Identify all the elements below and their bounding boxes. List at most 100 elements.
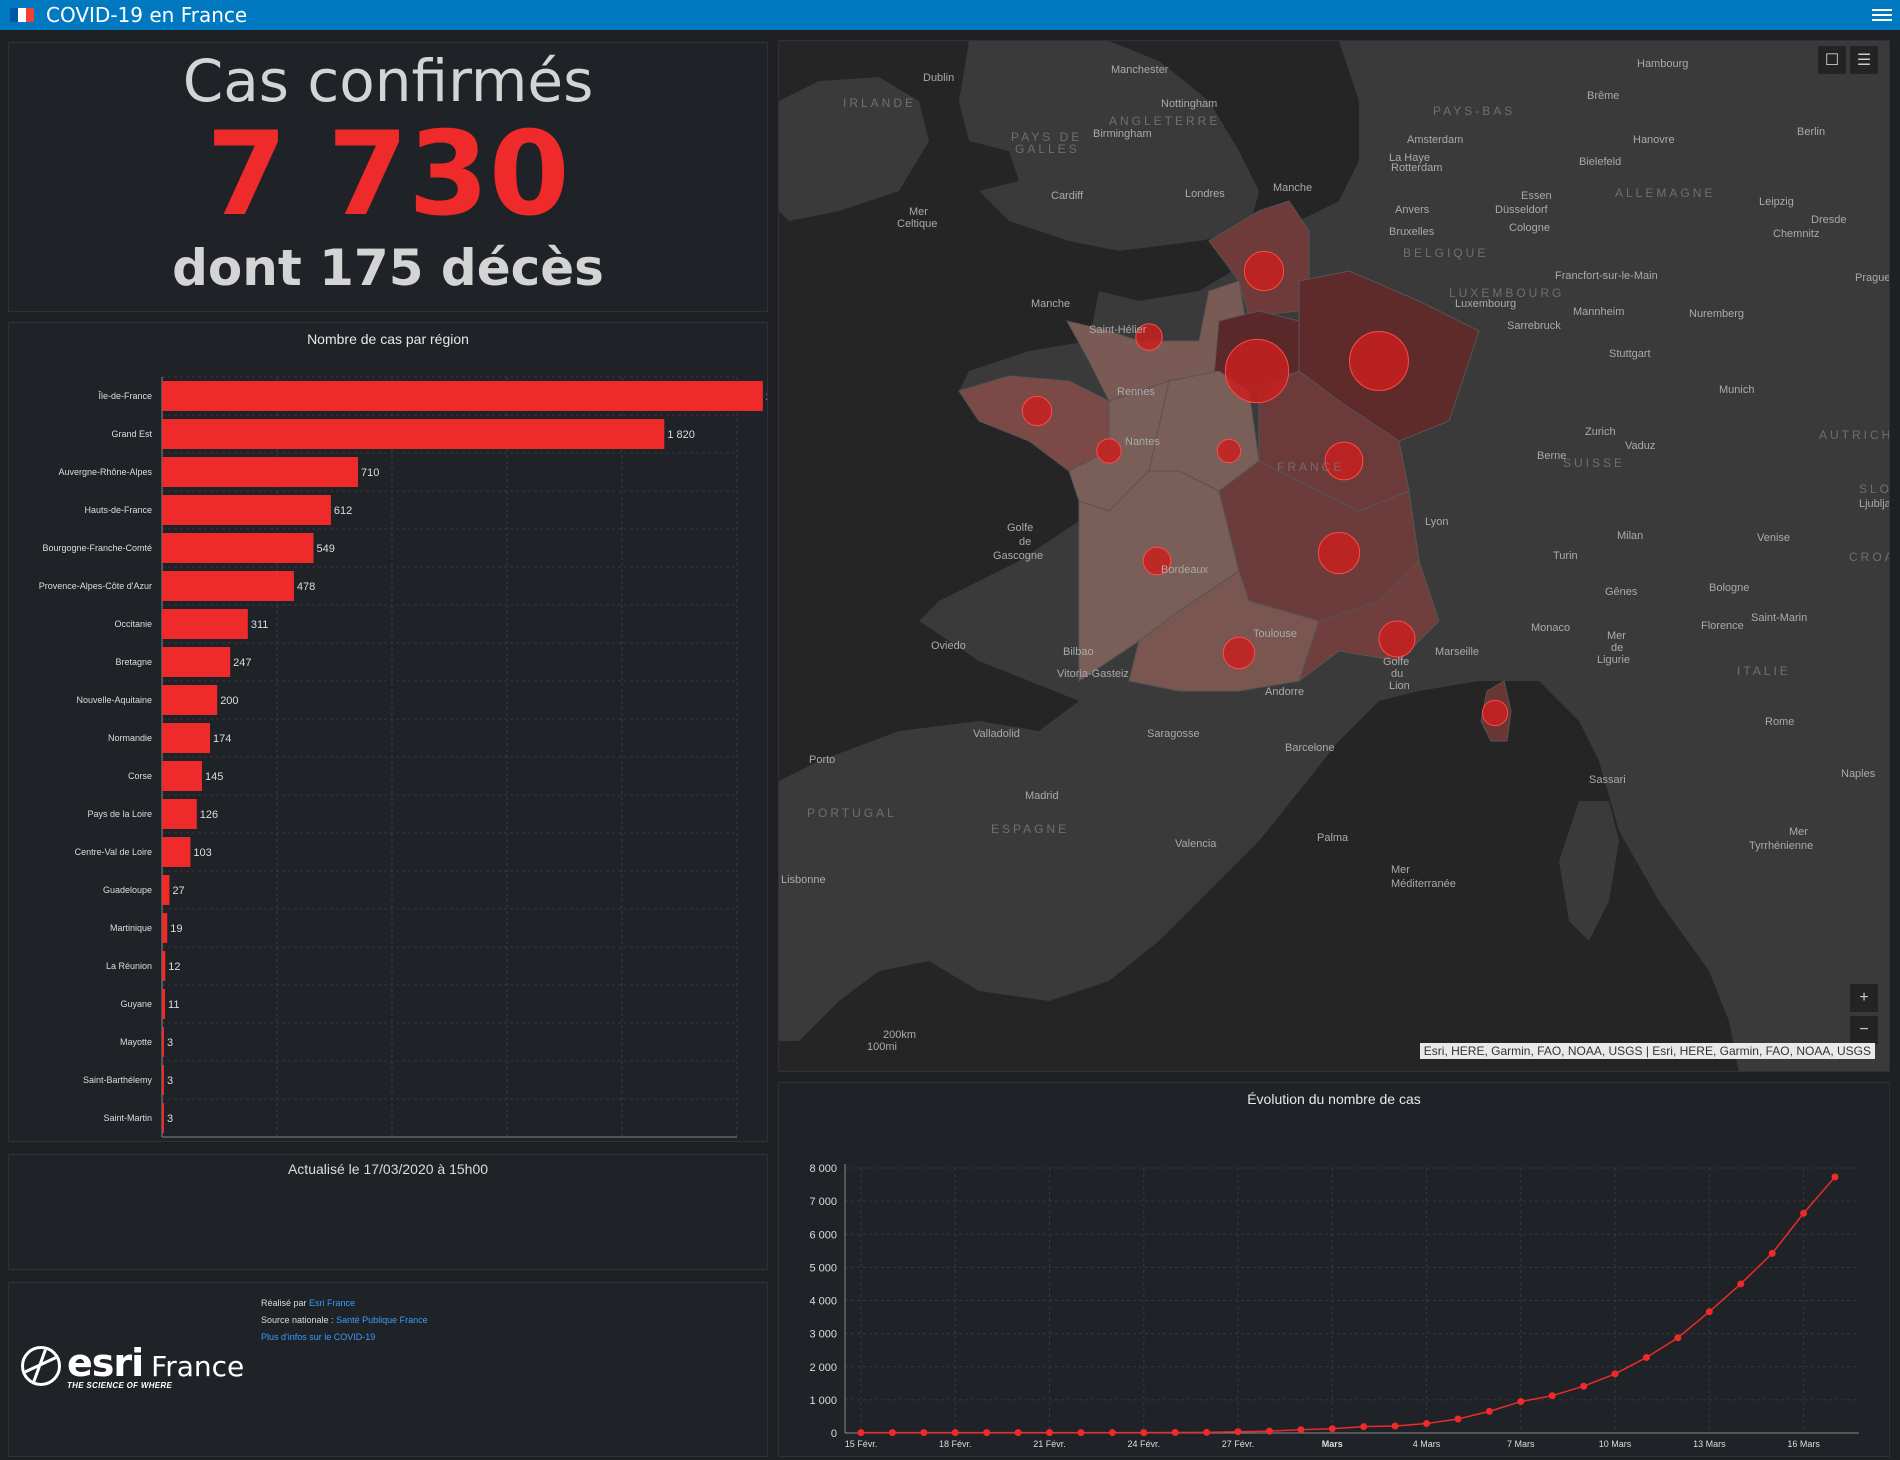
zoom-in-button[interactable]: + xyxy=(1849,983,1879,1013)
sante-publique-link[interactable]: Santé Publique France xyxy=(336,1315,428,1325)
line-point[interactable] xyxy=(1360,1423,1368,1431)
bubble-grand-est[interactable] xyxy=(1349,331,1409,391)
line-point[interactable] xyxy=(951,1429,959,1437)
bar-0[interactable] xyxy=(162,381,763,411)
map-place-label: Berlin xyxy=(1797,126,1825,138)
map-place-label: Rome xyxy=(1765,716,1794,728)
map-place-label: de xyxy=(1611,642,1623,654)
bar-19[interactable] xyxy=(162,1103,164,1133)
line-point[interactable] xyxy=(1297,1426,1305,1434)
scale-km: 200km xyxy=(883,1029,917,1041)
line-point[interactable] xyxy=(1705,1308,1713,1316)
line-point[interactable] xyxy=(1454,1415,1462,1423)
bubble-provence-alpes-c-te-d-azur[interactable] xyxy=(1378,620,1416,658)
bubble-hauts-de-france[interactable] xyxy=(1243,250,1285,292)
bubble-bourgogne-franche-comt-[interactable] xyxy=(1324,441,1364,481)
bar-15[interactable] xyxy=(162,951,166,981)
update-panel: Actualisé le 17/03/2020 à 15h00 xyxy=(8,1154,768,1270)
line-point[interactable] xyxy=(1014,1429,1022,1437)
line-point[interactable] xyxy=(1140,1429,1148,1437)
line-point[interactable] xyxy=(1203,1428,1211,1436)
bar-6[interactable] xyxy=(162,609,248,639)
bar-category-label: Provence-Alpes-Côte d'Azur xyxy=(39,581,152,591)
bar-value-label: 612 xyxy=(334,505,352,517)
bar-1[interactable] xyxy=(162,419,665,449)
more-info-link[interactable]: Plus d'infos sur le COVID-19 xyxy=(261,1332,376,1342)
flag-red xyxy=(26,8,34,22)
bubble--le-de-france[interactable] xyxy=(1224,338,1290,404)
line-point[interactable] xyxy=(1423,1420,1431,1428)
bar-8[interactable] xyxy=(162,685,218,715)
menu-icon[interactable] xyxy=(1872,6,1892,24)
map-place-label: Essen xyxy=(1521,190,1552,202)
esri-globe-icon xyxy=(21,1345,61,1386)
line-point[interactable] xyxy=(857,1429,865,1437)
line-point[interactable] xyxy=(1234,1428,1242,1436)
line-point[interactable] xyxy=(1171,1429,1179,1437)
bar-13[interactable] xyxy=(162,875,170,905)
line-point[interactable] xyxy=(1517,1398,1525,1406)
map-canvas[interactable]: Manchester Dublin Hambourg IRLANDE Nottingha… xyxy=(779,41,1890,1072)
line-point[interactable] xyxy=(1548,1392,1556,1400)
line-point[interactable] xyxy=(1485,1407,1493,1415)
bubble-centre-val-de-loire[interactable] xyxy=(1216,438,1242,464)
bubble-nouvelle-aquitaine[interactable] xyxy=(1142,546,1172,576)
line-point[interactable] xyxy=(1674,1334,1682,1342)
zoom-out-button[interactable]: − xyxy=(1849,1015,1879,1045)
bar-10[interactable] xyxy=(162,761,203,791)
bar-7[interactable] xyxy=(162,647,231,677)
bar-14[interactable] xyxy=(162,913,168,943)
line-point[interactable] xyxy=(1391,1422,1399,1430)
france-flag-icon xyxy=(10,8,34,22)
bubble-normandie[interactable] xyxy=(1135,323,1163,351)
map-place-label: PAYS DE xyxy=(1011,130,1082,144)
map-place-label: Bordeaux xyxy=(1161,564,1209,576)
map-place-label: Marseille xyxy=(1435,646,1479,658)
bubble-occitanie[interactable] xyxy=(1222,636,1256,670)
line-point[interactable] xyxy=(983,1429,991,1437)
bar-18[interactable] xyxy=(162,1065,164,1095)
bar-category-label: Île-de-France xyxy=(97,391,152,401)
line-point[interactable] xyxy=(1265,1427,1273,1435)
line-point[interactable] xyxy=(1046,1429,1054,1437)
bar-12[interactable] xyxy=(162,837,191,867)
bubble-pays-de-la-loire[interactable] xyxy=(1096,438,1122,464)
bar-17[interactable] xyxy=(162,1027,164,1057)
bar-9[interactable] xyxy=(162,723,211,753)
line-point[interactable] xyxy=(1328,1425,1336,1433)
line-point[interactable] xyxy=(1611,1370,1619,1378)
bar-value-label: 710 xyxy=(361,467,379,479)
line-point[interactable] xyxy=(1768,1249,1776,1257)
bubble-layer[interactable] xyxy=(1021,250,1509,727)
map-place-label: Lisbonne xyxy=(781,874,826,886)
bar-3[interactable] xyxy=(162,495,331,525)
line-point[interactable] xyxy=(1831,1173,1839,1181)
map-panel[interactable]: Manchester Dublin Hambourg IRLANDE Nottingha… xyxy=(778,40,1890,1072)
legend-list-icon[interactable]: ☰ xyxy=(1849,45,1879,75)
bar-2[interactable] xyxy=(162,457,358,487)
line-point[interactable] xyxy=(1077,1429,1085,1437)
map-place-label: Milan xyxy=(1617,530,1643,542)
bar-16[interactable] xyxy=(162,989,166,1019)
line-point[interactable] xyxy=(1108,1429,1116,1437)
bookmark-icon[interactable]: ☐ xyxy=(1817,45,1847,75)
map-place-label: Hanovre xyxy=(1633,134,1675,146)
esri-france-link[interactable]: Esri France xyxy=(309,1298,356,1308)
line-point[interactable] xyxy=(1580,1382,1588,1390)
cases-by-region-panel: Nombre de cas par région Île-de-France 2 … xyxy=(8,322,768,1142)
line-point[interactable] xyxy=(920,1429,928,1437)
line-point[interactable] xyxy=(1642,1353,1650,1361)
map-place-label: Méditerranée xyxy=(1391,878,1456,890)
line-point[interactable] xyxy=(1737,1280,1745,1288)
bar-5[interactable] xyxy=(162,571,294,601)
bubble-bretagne[interactable] xyxy=(1021,395,1053,427)
line-y-tick-label: 6 000 xyxy=(809,1229,837,1241)
bar-category-label: Guadeloupe xyxy=(103,885,152,895)
bar-11[interactable] xyxy=(162,799,197,829)
bar-4[interactable] xyxy=(162,533,314,563)
line-point[interactable] xyxy=(1800,1209,1808,1217)
bubble-auvergne-rh-ne-alpes[interactable] xyxy=(1317,531,1361,575)
line-point[interactable] xyxy=(888,1429,896,1437)
bubble-corse[interactable] xyxy=(1481,699,1509,727)
map-place-label: Zurich xyxy=(1585,426,1616,438)
